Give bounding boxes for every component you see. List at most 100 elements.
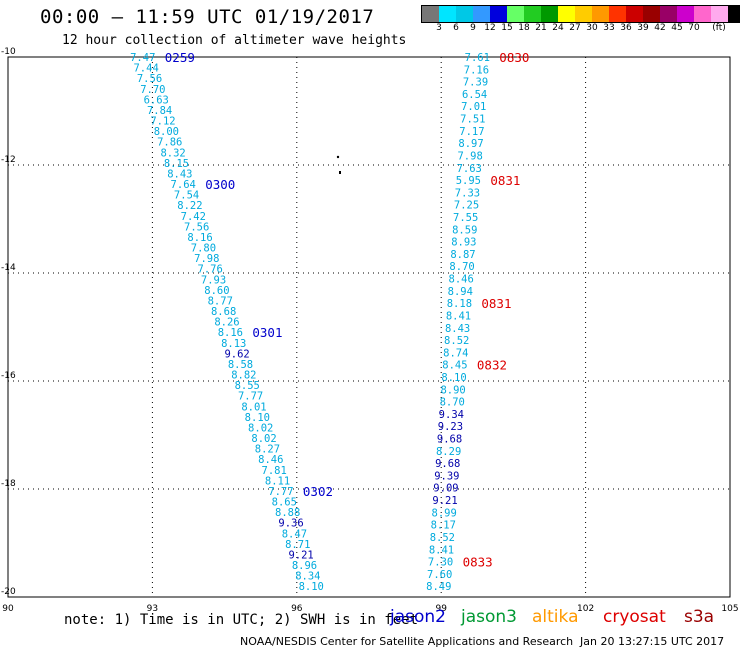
swh-value: 9.21 <box>432 495 457 507</box>
swh-value: 8.58 <box>228 359 253 371</box>
colorbar-label: 27 <box>569 23 581 33</box>
island-mark <box>336 155 340 159</box>
colorbar-swatch <box>490 6 507 22</box>
swh-value: 8.02 <box>248 422 273 434</box>
swh-value: 8.68 <box>211 306 236 318</box>
swh-value: 7.47 <box>130 52 155 64</box>
swh-value: 7.44 <box>133 63 158 75</box>
swh-value: 8.99 <box>432 507 457 519</box>
swh-value: 7.42 <box>181 211 206 223</box>
swh-value: 8.70 <box>440 397 465 409</box>
colorbar-label: 42 <box>654 23 666 33</box>
swh-value: 8.77 <box>208 295 233 307</box>
colorbar-swatch <box>524 6 541 22</box>
colorbar-swatch <box>575 6 592 22</box>
swh-value: 8.59 <box>452 224 477 236</box>
swh-value: 7.77 <box>268 486 293 498</box>
colorbar-swatch <box>558 6 575 22</box>
swh-value: 7.76 <box>198 264 223 276</box>
swh-value: 7.55 <box>453 212 478 224</box>
pass-time-label: 0832 <box>477 358 507 373</box>
colorbar-swatch <box>694 6 711 22</box>
swh-value: 8.43 <box>167 168 192 180</box>
swh-value: 7.81 <box>262 465 287 477</box>
swh-value: 7.01 <box>461 101 486 113</box>
swh-value: 8.65 <box>272 497 297 509</box>
swh-value: 8.17 <box>431 520 456 532</box>
swh-value: 8.41 <box>446 310 471 322</box>
swh-value: 5.95 <box>456 175 481 187</box>
lat-tick-label: -12 <box>1 155 16 165</box>
colorbar-label: 18 <box>518 23 530 33</box>
swh-value: 7.54 <box>174 190 199 202</box>
swh-value: 9.62 <box>224 348 249 360</box>
island-mark <box>339 171 341 174</box>
swh-value: 8.90 <box>440 384 465 396</box>
swh-value: 8.52 <box>430 532 455 544</box>
colorbar-swatch <box>609 6 626 22</box>
swh-value: 8.15 <box>164 158 189 170</box>
swh-value: 8.87 <box>450 249 475 261</box>
pass-time-label: 0302 <box>303 484 333 499</box>
swh-value: 8.94 <box>448 286 473 298</box>
lon-tick-label: 90 <box>2 604 14 614</box>
colorbar-label: (ft) <box>712 23 726 33</box>
swh-value: 7.51 <box>460 114 485 126</box>
legend-s3a: s3a <box>684 607 715 627</box>
colorbar-swatch <box>507 6 524 22</box>
footnote: note: 1) Time is in UTC; 2) SWH is in fe… <box>64 612 419 628</box>
swh-value: 7.17 <box>459 126 484 138</box>
swh-value: 8.49 <box>426 581 451 593</box>
colorbar-swatch <box>660 6 677 22</box>
swh-value: 8.01 <box>241 401 266 413</box>
swh-value: 8.93 <box>451 237 476 249</box>
map-frame <box>7 56 731 598</box>
colorbar-label: 15 <box>501 23 513 33</box>
swh-value: 8.96 <box>292 560 317 572</box>
credit-line: NOAA/NESDIS Center for Satellite Applica… <box>240 635 574 648</box>
swh-value: 7.80 <box>191 243 216 255</box>
swh-value: 7.64 <box>171 179 196 191</box>
colorbar-swatch <box>541 6 558 22</box>
pass-time-label: 0259 <box>165 50 195 65</box>
pass-time-label: 0831 <box>481 296 511 311</box>
swh-value: 7.56 <box>137 73 162 85</box>
swh-value: 9.23 <box>438 421 463 433</box>
colorbar-label: 30 <box>586 23 598 33</box>
pass-time-label: 0301 <box>252 325 282 340</box>
swh-value: 8.10 <box>299 581 324 593</box>
swh-value: 8.16 <box>218 327 243 339</box>
lat-tick-label: -16 <box>1 371 16 381</box>
swh-value: 7.12 <box>150 116 175 128</box>
swh-value: 9.09 <box>433 483 458 495</box>
swh-value: 7.25 <box>454 200 479 212</box>
lon-tick-label: 105 <box>721 604 738 614</box>
swh-value: 8.27 <box>255 444 280 456</box>
lat-tick-label: -20 <box>1 587 16 597</box>
swh-value: 9.21 <box>288 549 313 561</box>
swh-value: 8.32 <box>160 147 185 159</box>
legend-jason2: jason2 <box>390 607 446 627</box>
pass-time-label: 0830 <box>499 50 529 65</box>
swh-value: 7.60 <box>427 569 452 581</box>
swh-value: 7.77 <box>238 391 263 403</box>
swh-value: 9.36 <box>278 518 303 530</box>
colorbar-label: 3 <box>436 23 442 33</box>
swh-value: 8.11 <box>265 475 290 487</box>
swh-value: 7.30 <box>428 557 453 569</box>
colorbar-swatch <box>728 6 740 22</box>
colorbar-label: 70 <box>688 23 700 33</box>
swh-value: 8.46 <box>449 274 474 286</box>
legend-altika: altika <box>532 607 579 627</box>
swh-value: 7.39 <box>463 77 488 89</box>
swh-value: 8.29 <box>436 446 461 458</box>
swh-value: 8.34 <box>295 571 320 583</box>
swh-value: 8.10 <box>245 412 270 424</box>
swh-value: 9.34 <box>439 409 464 421</box>
colorbar-swatch <box>643 6 660 22</box>
swh-value: 6.54 <box>462 89 487 101</box>
colorbar-label: 6 <box>453 23 459 33</box>
colorbar-swatch <box>711 6 728 22</box>
swh-value: 8.97 <box>458 138 483 150</box>
